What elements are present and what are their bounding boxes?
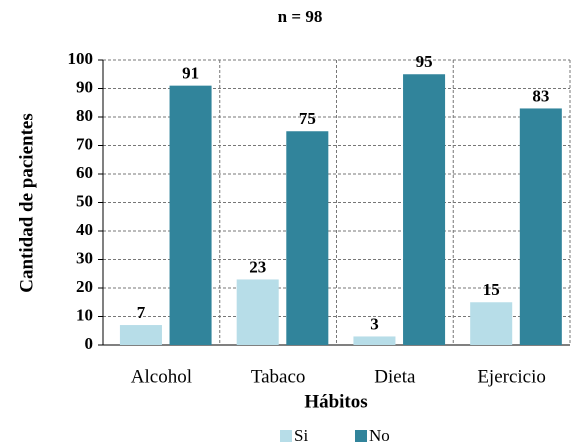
legend-label: Si (294, 426, 308, 445)
data-label: 95 (416, 52, 433, 71)
bar (169, 85, 212, 346)
x-axis-label: Hábitos (304, 391, 367, 412)
y-tick-label: 80 (76, 106, 93, 125)
legend-swatch (280, 430, 292, 442)
y-axis-label: Cantidad de pacientes (16, 113, 37, 292)
data-label: 15 (483, 280, 500, 299)
y-tick-label: 10 (76, 305, 93, 324)
bar (470, 302, 513, 345)
bar (403, 74, 446, 345)
data-label: 91 (182, 64, 199, 83)
y-tick-label: 90 (76, 77, 93, 96)
x-tick-label: Alcohol (131, 366, 192, 387)
y-tick-label: 40 (76, 220, 93, 239)
bar (236, 279, 279, 345)
data-label: 83 (532, 86, 549, 105)
y-tick-label: 30 (76, 248, 93, 267)
y-tick-label: 0 (85, 334, 94, 353)
data-label: 23 (249, 257, 266, 276)
y-tick-label: 100 (68, 49, 94, 68)
bar (286, 131, 329, 345)
legend-label: No (369, 426, 390, 445)
y-tick-label: 50 (76, 191, 93, 210)
x-tick-label: Dieta (374, 366, 416, 387)
y-tick-label: 70 (76, 134, 93, 153)
y-tick-label: 20 (76, 277, 93, 296)
legend-swatch (355, 430, 367, 442)
x-tick-label: Tabaco (251, 366, 306, 387)
y-tick-label: 60 (76, 163, 93, 182)
data-label: 7 (137, 303, 146, 322)
chart-title: n = 98 (278, 7, 323, 26)
bar (519, 108, 562, 345)
data-label: 75 (299, 109, 316, 128)
x-tick-label: Ejercicio (477, 366, 546, 387)
bar (353, 336, 396, 345)
data-label: 3 (370, 314, 379, 333)
bar (119, 325, 162, 345)
